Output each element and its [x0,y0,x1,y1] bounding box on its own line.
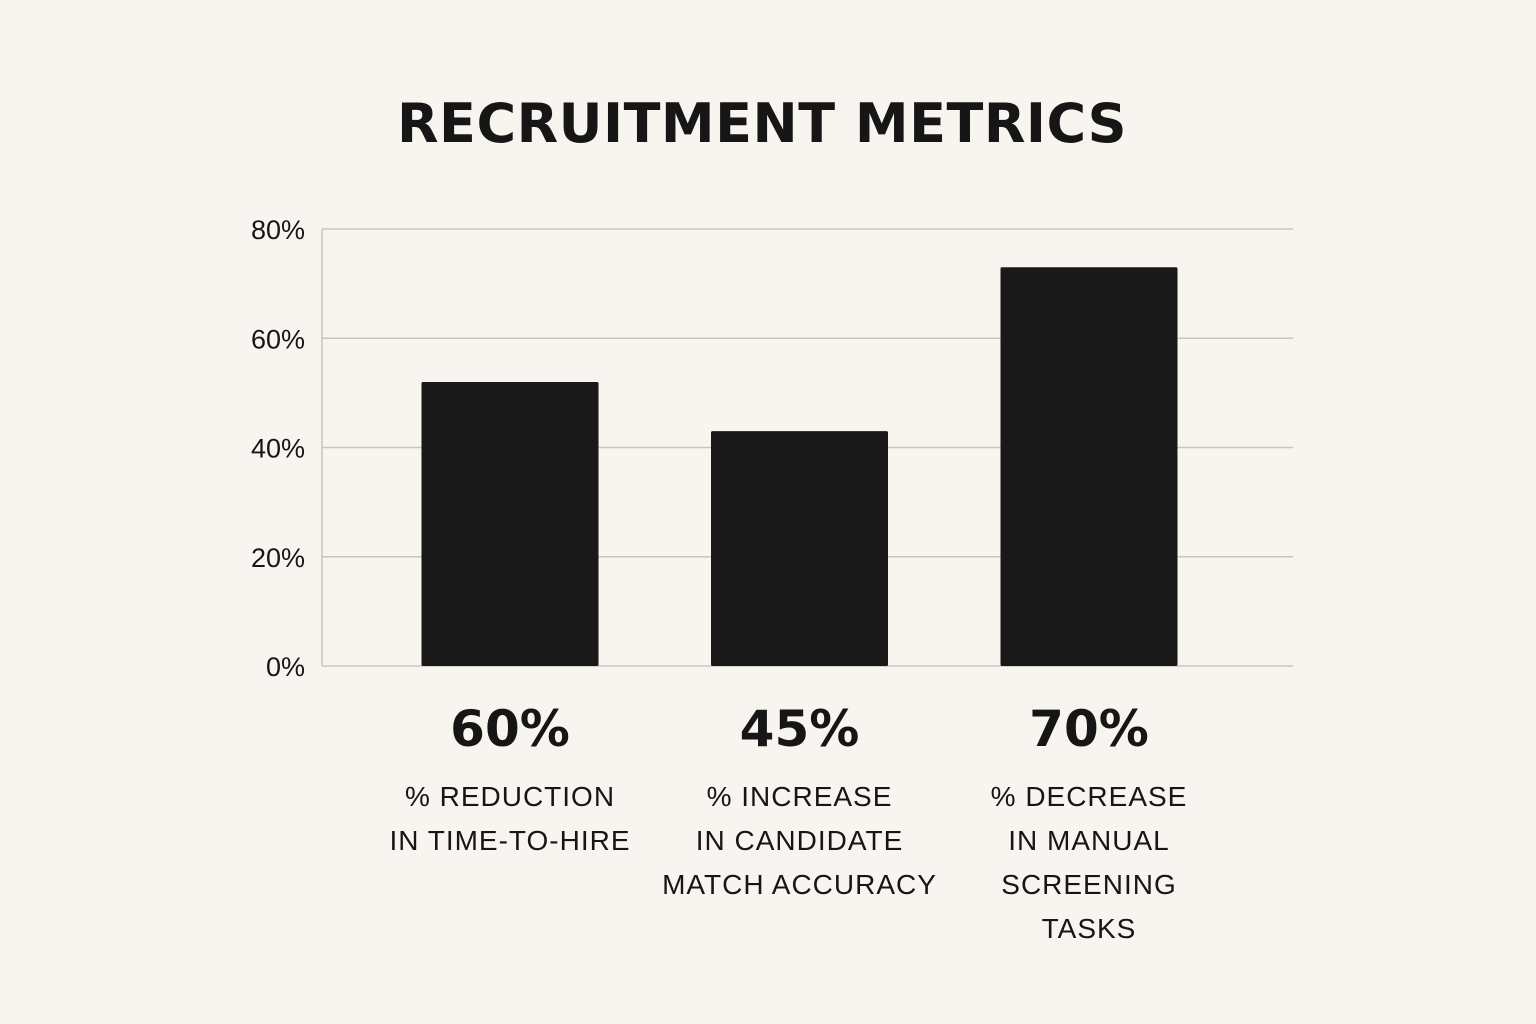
category-label-line: % REDUCTION [405,781,615,812]
value-label: 45% [740,700,860,758]
value-labels: 60% 45% 70% [450,700,1149,758]
bar [421,381,599,666]
y-tick-label: 80% [251,215,305,245]
category-label: % INCREASE IN CANDIDATE MATCH ACCURACY [662,781,937,900]
chart-title: RECRUITMENT METRICS [397,92,1127,155]
value-label: 70% [1029,700,1149,758]
bars [421,267,1178,666]
bar [1000,267,1178,666]
y-tick-label: 0% [266,652,305,682]
category-labels: % REDUCTION IN TIME-TO-HIRE % INCREASE IN C… [389,781,1188,944]
category-label-line: IN CANDIDATE [696,825,904,856]
category-label: % REDUCTION IN TIME-TO-HIRE [389,781,630,856]
bar [711,431,888,666]
y-tick-label: 40% [251,434,305,464]
category-label-line: IN MANUAL [1008,825,1169,856]
y-axis-ticks: 0% 20% 40% 60% 80% [251,215,305,682]
category-label-line: TASKS [1042,913,1137,944]
category-label-line: % INCREASE [707,781,893,812]
category-label-line: % DECREASE [991,781,1188,812]
y-tick-label: 60% [251,324,305,354]
value-label: 60% [450,700,570,758]
y-tick-label: 20% [251,543,305,573]
category-label-line: IN TIME-TO-HIRE [389,825,630,856]
category-label: % DECREASE IN MANUAL SCREENING TASKS [991,781,1188,944]
category-label-line: MATCH ACCURACY [662,869,937,900]
category-label-line: SCREENING [1001,869,1176,900]
